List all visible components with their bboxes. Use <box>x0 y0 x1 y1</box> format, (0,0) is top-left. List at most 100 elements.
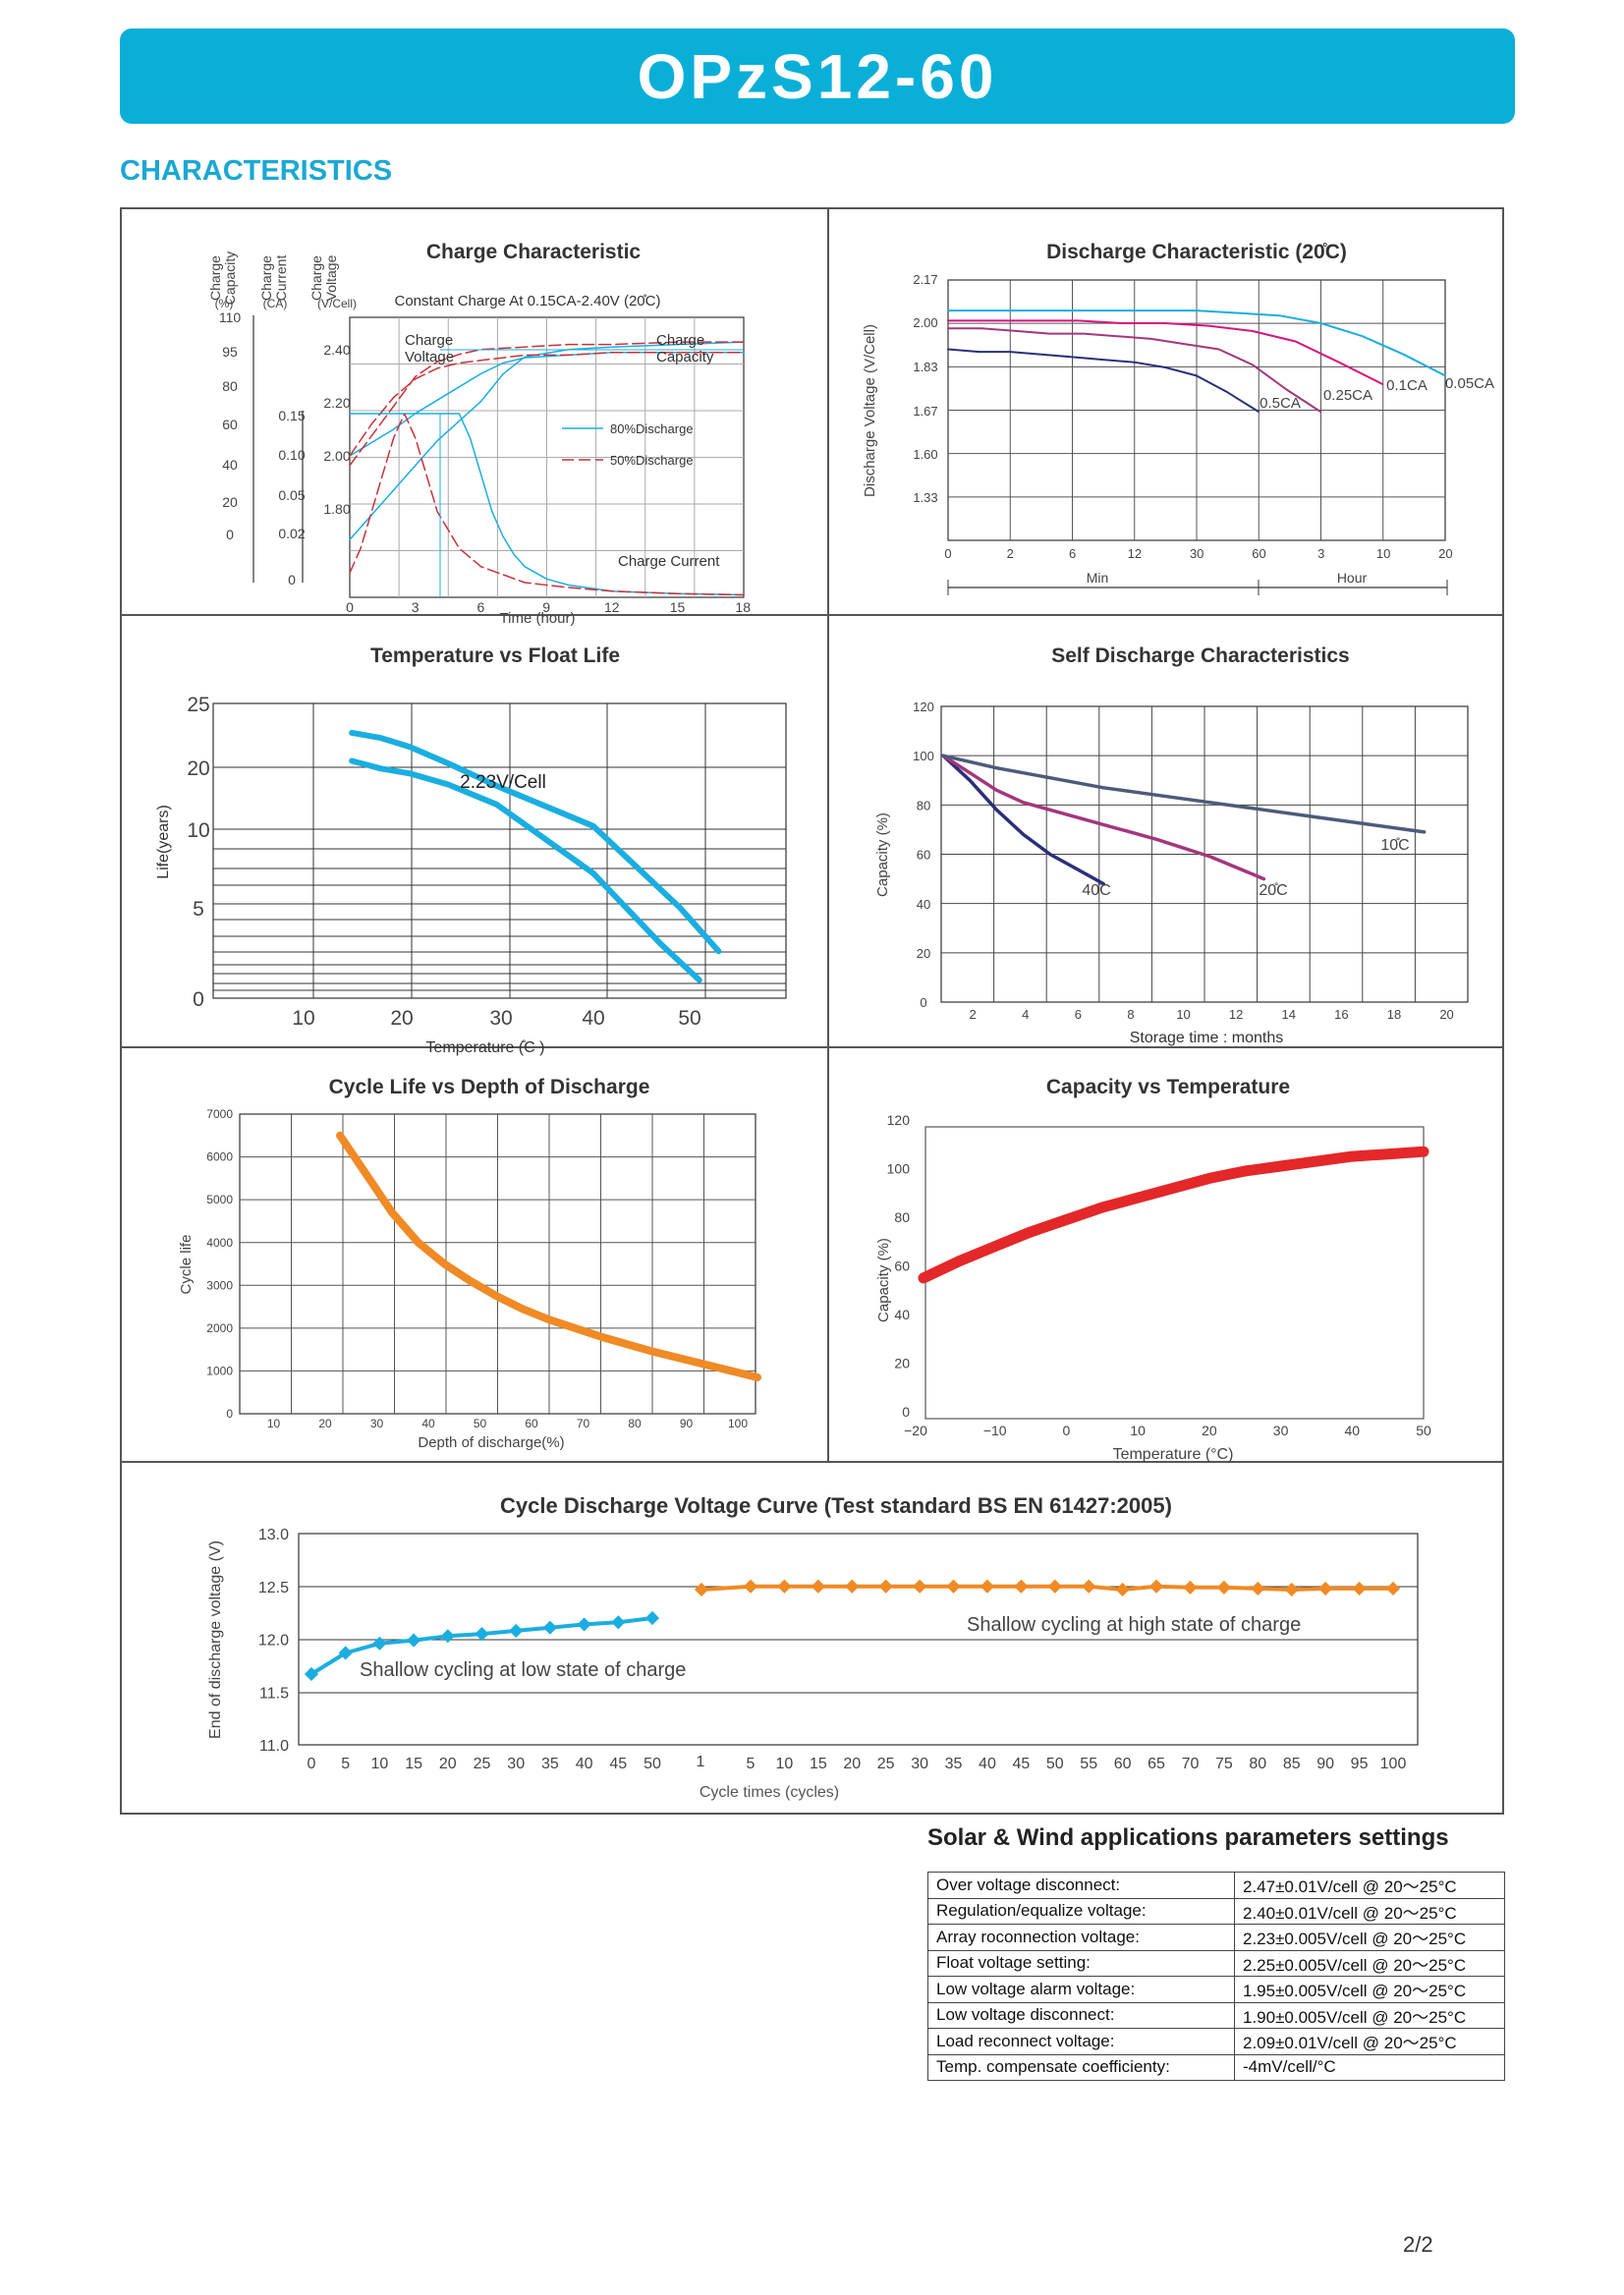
x-axis-label: Temperature (̊C ) <box>426 1039 545 1056</box>
data-point-high <box>980 1579 995 1594</box>
y-tick: 60 <box>917 848 930 863</box>
x-tick: 30 <box>1273 1423 1289 1438</box>
x-tick: 10 <box>267 1417 281 1430</box>
chart-title: Cycle Discharge Voltage Curve (Test stan… <box>500 1493 1172 1518</box>
y-tick: 1.83 <box>913 360 937 374</box>
y-tick: 1.33 <box>913 490 937 505</box>
data-point-low <box>407 1633 421 1648</box>
x-tick: 50 <box>1416 1423 1431 1438</box>
y-tick: 80 <box>894 1209 910 1225</box>
x-tick: 10 <box>776 1756 794 1772</box>
grid-divider-row1 <box>120 614 1504 616</box>
y-axis-header: Capacity <box>222 252 238 305</box>
data-point-low <box>475 1627 489 1642</box>
series-line <box>941 754 1105 886</box>
x-tick: 45 <box>1012 1756 1030 1772</box>
data-point-high <box>1148 1579 1164 1594</box>
params-title: Solar & Wind applications parameters set… <box>927 1824 1449 1851</box>
x-tick: 30 <box>370 1417 384 1430</box>
x-tick: 3 <box>1317 546 1324 561</box>
y-tick: 4000 <box>206 1236 233 1250</box>
x-tick: −20 <box>904 1423 927 1438</box>
data-point-high <box>1385 1581 1401 1595</box>
annotation-label: Voltage <box>405 349 454 365</box>
x-tick: 0 <box>944 546 951 561</box>
annotation-label: Charge <box>656 332 704 349</box>
series-label: 40̊C <box>1082 882 1110 899</box>
y-tick: 0 <box>193 988 204 1011</box>
annotation-label: 2.23V/Cell <box>460 772 546 793</box>
data-point-high <box>878 1579 893 1594</box>
params-table: Over voltage disconnect: 2.47±0.01V/cell … <box>927 1872 1505 2081</box>
x-axis-label: Temperature (°C) <box>1113 1446 1234 1463</box>
chart-title: Discharge Characteristic (20̊C) <box>1046 241 1347 263</box>
x-tick: 30 <box>1190 546 1204 561</box>
x-axis-label: Storage time : months <box>1130 1030 1284 1046</box>
series-line-current <box>349 413 745 596</box>
x-tick: 55 <box>1080 1756 1097 1772</box>
y-tick: 40 <box>917 897 930 912</box>
grid-divider-row2 <box>120 1046 1504 1048</box>
data-point-low <box>644 1610 660 1626</box>
x-tick: 75 <box>1215 1756 1233 1772</box>
x-tick: 20 <box>439 1756 457 1772</box>
title-banner: OPzS12-60 <box>120 28 1515 124</box>
x-tick: 20 <box>1202 1423 1217 1438</box>
x-tick: 35 <box>541 1756 559 1772</box>
y-tick: 12.0 <box>258 1633 289 1650</box>
x-tick: 5 <box>341 1756 350 1772</box>
params-row: Load reconnect voltage: 2.09±0.01V/cell @… <box>927 2028 1505 2055</box>
x-tick: 60 <box>1114 1756 1132 1772</box>
data-point-high <box>1082 1579 1096 1594</box>
series-label: 20̊C <box>1259 882 1287 899</box>
param-value: -4mV/cell/°C <box>1234 2053 1505 2081</box>
y-tick: 2000 <box>206 1321 233 1335</box>
grid-divider-row3 <box>120 1461 1504 1463</box>
param-label: Low voltage alarm voltage: <box>927 1976 1235 2003</box>
params-row: Over voltage disconnect: 2.47±0.01V/cell … <box>927 1872 1505 1899</box>
x-tick: 0 <box>346 599 354 615</box>
y-axis-unit: (CA) <box>263 297 288 310</box>
capacity-tick: 0 <box>226 527 234 542</box>
x-tick: 50 <box>678 1007 700 1030</box>
x-tick: 50 <box>644 1756 661 1772</box>
y-tick: 120 <box>913 700 934 714</box>
chart-title: Self Discharge Characteristics <box>1051 644 1349 667</box>
current-tick: 0.05 <box>278 487 305 503</box>
voltage-tick: 1.80 <box>323 501 350 517</box>
current-tick: 0 <box>288 572 296 588</box>
series-line-0.1CA <box>947 319 1383 385</box>
x-tick: 25 <box>474 1756 491 1772</box>
data-point-high <box>1216 1580 1231 1595</box>
data-point-high <box>1318 1581 1333 1595</box>
x-tick: 6 <box>477 599 485 615</box>
y-tick: 0 <box>902 1404 910 1420</box>
x-tick: −10 <box>983 1423 1007 1438</box>
chart-title: Charge Characteristic <box>426 241 642 263</box>
x-tick: 20 <box>1438 546 1452 561</box>
param-value: 1.90±0.005V/cell @ 20～25°C <box>1234 2001 1505 2029</box>
y-axis-header: Charge <box>207 255 223 301</box>
y-axis-label: Cycle life <box>178 1235 195 1295</box>
params-row: Array roconnection voltage: 2.23±0.005V/c… <box>927 1924 1505 1951</box>
data-point-high <box>1047 1579 1062 1594</box>
x-tick: 14 <box>1282 1007 1296 1022</box>
x-tick: 100 <box>1380 1756 1407 1772</box>
x-tick: 30 <box>507 1756 525 1772</box>
y-tick: 11.0 <box>259 1738 289 1755</box>
params-row: Float voltage setting: 2.25±0.005V/cell @… <box>927 1949 1505 1977</box>
y-tick: 6000 <box>206 1150 233 1164</box>
data-point-high <box>1183 1580 1198 1595</box>
section-title: CHARACTERISTICS <box>120 155 393 187</box>
x-tick: 15 <box>405 1756 422 1772</box>
current-tick: 0.10 <box>278 447 305 463</box>
y-tick: 2.17 <box>913 272 937 287</box>
param-label: Low voltage disconnect: <box>927 2001 1235 2029</box>
grid-divider-vertical <box>827 207 829 1462</box>
series-line <box>336 1131 761 1381</box>
data-point-high <box>946 1579 961 1594</box>
series-line <box>941 754 1427 834</box>
x-tick: 15 <box>810 1756 827 1772</box>
y-tick: 100 <box>913 749 934 763</box>
x-tick: 60 <box>525 1417 538 1430</box>
